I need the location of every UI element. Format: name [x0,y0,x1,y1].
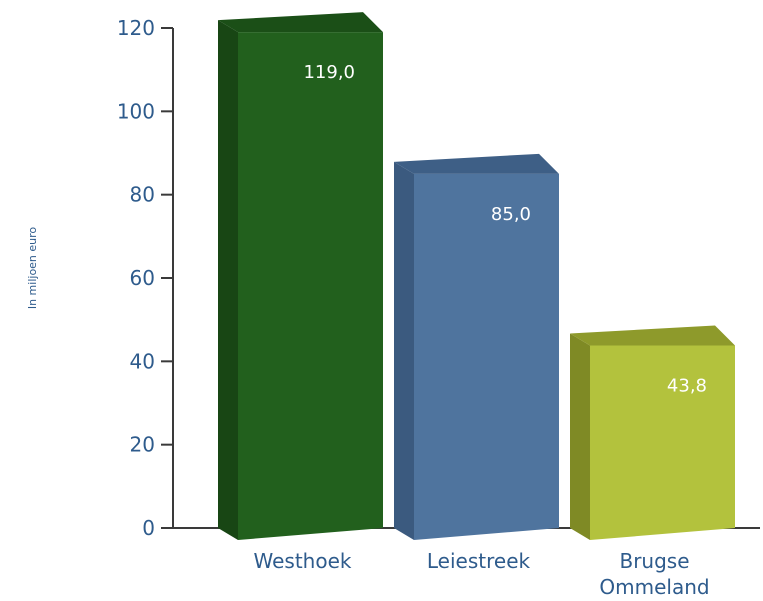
category-label-1-0: Leiestreek [427,549,531,573]
category-label-2-1: Ommeland [599,575,709,599]
bar-2 [570,325,735,540]
data-label-0: 119,0 [303,62,355,83]
bar-front-0 [238,32,383,541]
y-tick-label-6: 120 [117,16,155,40]
bar-front-1 [414,173,559,541]
bar-side-1 [394,161,414,541]
bar-0 [218,12,383,541]
bar-top-1 [394,153,559,174]
bar-side-2 [570,333,590,540]
data-label-1: 85,0 [491,204,531,225]
bar-front-2 [590,345,735,540]
category-label-2-0: Brugse [619,549,689,573]
y-tick-label-2: 40 [130,349,155,373]
data-label-2: 43,8 [667,376,707,397]
y-tick-label-0: 0 [142,516,155,540]
y-tick-label-1: 20 [130,433,155,457]
y-tick-label-4: 80 [130,183,155,207]
y-tick-label-3: 60 [130,266,155,290]
y-tick-label-5: 100 [117,99,155,123]
bar-1 [394,153,559,541]
bar-top-0 [218,12,383,33]
category-label-0-0: Westhoek [254,549,352,573]
bar-top-2 [570,325,735,346]
bar-side-0 [218,20,238,540]
y-axis-label: In miljoen euro [26,227,39,310]
bars [218,12,735,541]
labels: 119,0 Westhoek 85,0 Leiestreek 43,8 BrugseOmm… [254,62,710,599]
